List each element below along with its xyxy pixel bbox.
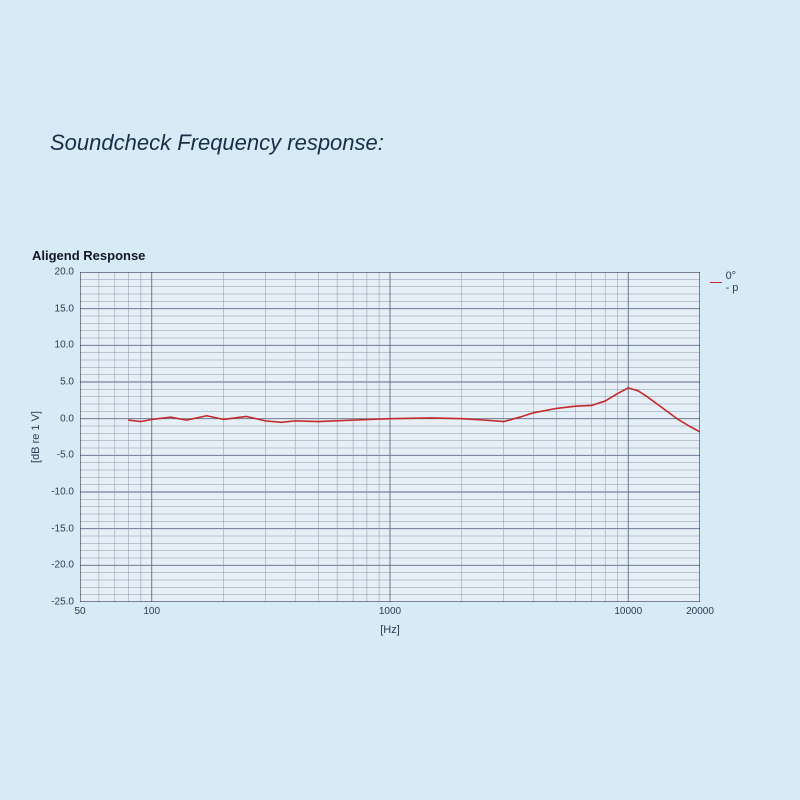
y-tick-label: -20.0 bbox=[51, 560, 74, 571]
x-axis-label: [Hz] bbox=[380, 624, 400, 636]
y-tick-label: -5.0 bbox=[57, 450, 74, 461]
y-tick-label: 20.0 bbox=[55, 267, 74, 278]
chart-container: Aligend Response [dB re 1 V] [Hz] -25.0-… bbox=[32, 248, 145, 269]
x-tick-label: 50 bbox=[74, 606, 85, 617]
chart-title: Aligend Response bbox=[32, 248, 145, 263]
legend: 0° - p bbox=[710, 270, 743, 294]
y-tick-label: -10.0 bbox=[51, 487, 74, 498]
x-tick-label: 1000 bbox=[379, 606, 401, 617]
y-tick-label: -15.0 bbox=[51, 523, 74, 534]
plot-svg bbox=[80, 272, 700, 602]
x-tick-label: 20000 bbox=[686, 606, 714, 617]
y-tick-label: -25.0 bbox=[51, 597, 74, 608]
legend-swatch bbox=[710, 282, 722, 283]
y-tick-label: 5.0 bbox=[60, 377, 74, 388]
y-tick-label: 0.0 bbox=[60, 413, 74, 424]
plot-area: [dB re 1 V] [Hz] -25.0-20.0-15.0-10.0-5.… bbox=[80, 272, 700, 602]
legend-label: 0° - p bbox=[726, 270, 743, 294]
y-axis-label: [dB re 1 V] bbox=[30, 411, 42, 463]
y-tick-label: 15.0 bbox=[55, 303, 74, 314]
y-tick-label: 10.0 bbox=[55, 340, 74, 351]
page: Soundcheck Frequency response: Aligend R… bbox=[0, 0, 800, 800]
x-tick-label: 100 bbox=[143, 606, 160, 617]
x-tick-label: 10000 bbox=[614, 606, 642, 617]
page-title: Soundcheck Frequency response: bbox=[50, 130, 384, 156]
